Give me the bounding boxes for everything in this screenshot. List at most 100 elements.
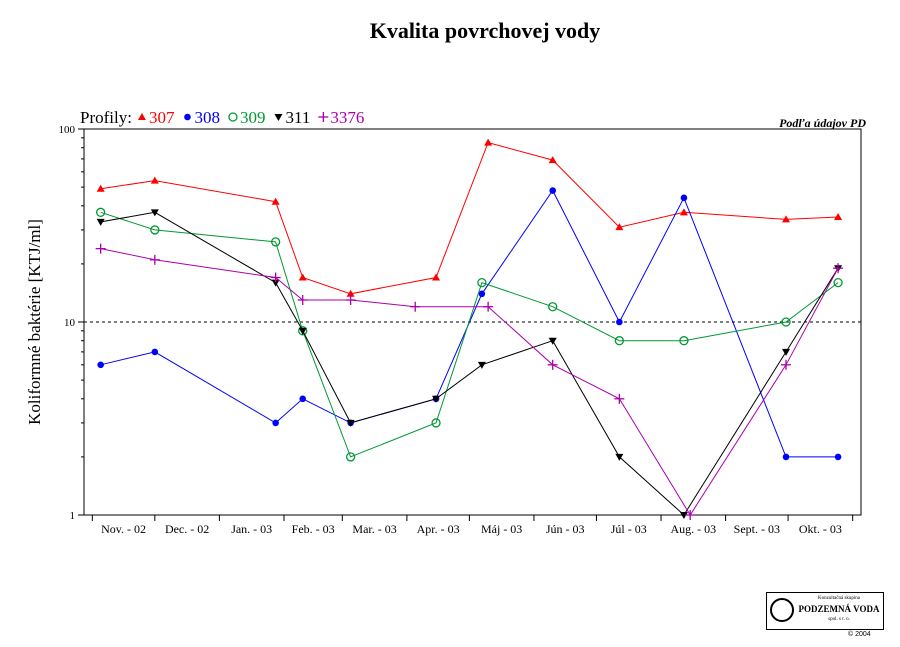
x-tick-label: Jún - 03: [546, 522, 585, 536]
series-group: [95, 138, 844, 520]
data-point: [833, 277, 843, 288]
data-point: [614, 336, 625, 346]
chart-title: Kvalita povrchovej vody: [370, 18, 601, 43]
logo-line1: Konzultačná skupina: [817, 596, 861, 601]
data-point: [95, 243, 106, 254]
data-point: [432, 395, 441, 403]
legend-marker: [274, 114, 283, 121]
copyright: © 2004: [848, 631, 871, 638]
data-point: [345, 452, 356, 462]
data-point: [271, 279, 280, 287]
data-point: [782, 453, 790, 461]
data-point: [781, 359, 792, 370]
legend-entry-308: 308: [194, 108, 220, 127]
data-point: [547, 359, 558, 370]
data-point: [549, 187, 556, 194]
series-309: [96, 207, 843, 462]
data-point: [97, 361, 104, 369]
data-point: [483, 301, 494, 312]
y-tick-label: 100: [59, 124, 76, 136]
series-3376: [95, 243, 844, 520]
data-point: [346, 419, 355, 427]
legend: Profily: 307 308 309 311 3376: [80, 108, 364, 127]
data-point: [679, 208, 688, 216]
data-point: [298, 273, 307, 281]
data-point: [781, 317, 791, 327]
data-point: [270, 237, 281, 247]
data-point: [150, 176, 159, 184]
data-point: [297, 295, 308, 306]
data-point: [484, 138, 493, 146]
data-point: [782, 215, 791, 223]
data-point: [548, 302, 558, 312]
x-tick-label: Nov. - 02: [101, 522, 146, 536]
x-tick-label: Apr. - 03: [417, 522, 460, 536]
data-point: [346, 289, 355, 297]
legend-entry-311: 311: [285, 108, 310, 127]
x-tick-label: Aug. - 03: [670, 522, 716, 536]
data-point: [150, 209, 159, 217]
data-point: [96, 207, 106, 217]
data-point: [477, 361, 486, 369]
data-point: [96, 184, 105, 192]
logo-line2: PODZEMNÁ VODA: [798, 604, 880, 614]
legend-entry-3376: 3376: [330, 108, 364, 127]
x-tick-label: Sept. - 03: [734, 522, 780, 536]
series-line-309: [100, 211, 839, 458]
x-tick-label: Máj - 03: [481, 522, 522, 536]
data-point: [271, 197, 280, 205]
x-tick-label: Feb. - 03: [292, 522, 335, 536]
data-point: [685, 510, 696, 520]
data-point: [299, 395, 307, 403]
data-point: [548, 337, 557, 345]
series-311: [96, 209, 843, 519]
data-point: [150, 225, 160, 235]
x-tick-label: Okt. - 03: [799, 522, 842, 536]
data-point: [615, 223, 624, 231]
data-point: [431, 418, 441, 428]
data-point: [432, 273, 441, 281]
data-point: [680, 194, 688, 202]
data-point: [548, 156, 557, 164]
y-tick-label: 10: [64, 317, 76, 329]
x-tick-label: Jan. - 03: [231, 522, 272, 536]
legend-entry-309: 309: [240, 108, 266, 127]
series-line-3376: [100, 248, 839, 516]
series-line-307: [100, 141, 839, 295]
data-point: [272, 419, 279, 427]
legend-marker: [137, 113, 146, 120]
data-point: [298, 327, 307, 335]
series-line-311: [100, 211, 839, 516]
y-axis: 1 10 100: [59, 124, 84, 522]
data-point: [616, 318, 623, 326]
data-point: [782, 348, 791, 356]
legend-marker: [184, 113, 191, 121]
x-axis: Nov. - 02 Dec. - 02 Jan. - 03 Feb. - 03 Mar.…: [91, 515, 854, 536]
data-point: [477, 277, 487, 288]
source-note: Podľa údajov PD: [779, 116, 866, 130]
company-logo: Konzultačná skupina PODZEMNÁ VODA spol. …: [766, 592, 884, 630]
data-point: [151, 348, 159, 356]
data-point: [149, 254, 160, 265]
y-tick-label: 1: [70, 510, 76, 522]
y-axis-label: Koliformné baktérie [KTJ/ml]: [25, 219, 44, 425]
data-point: [614, 393, 625, 404]
logo-line3: spol. s r. o.: [828, 617, 850, 622]
series-line-308: [100, 189, 839, 458]
legend-marker: [228, 112, 238, 122]
data-point: [679, 512, 688, 519]
data-point: [410, 301, 421, 312]
legend-entry-307: 307: [149, 108, 175, 127]
legend-marker: [318, 112, 329, 122]
series-307: [96, 138, 843, 297]
data-point: [834, 453, 842, 461]
x-tick-label: Dec. - 02: [165, 522, 209, 536]
data-point: [96, 218, 105, 226]
logo-emblem-icon: [770, 598, 794, 622]
legend-label: Profily:: [80, 108, 132, 127]
data-point: [679, 336, 689, 346]
data-point: [834, 212, 843, 220]
data-point: [615, 453, 624, 461]
series-308: [97, 187, 842, 461]
